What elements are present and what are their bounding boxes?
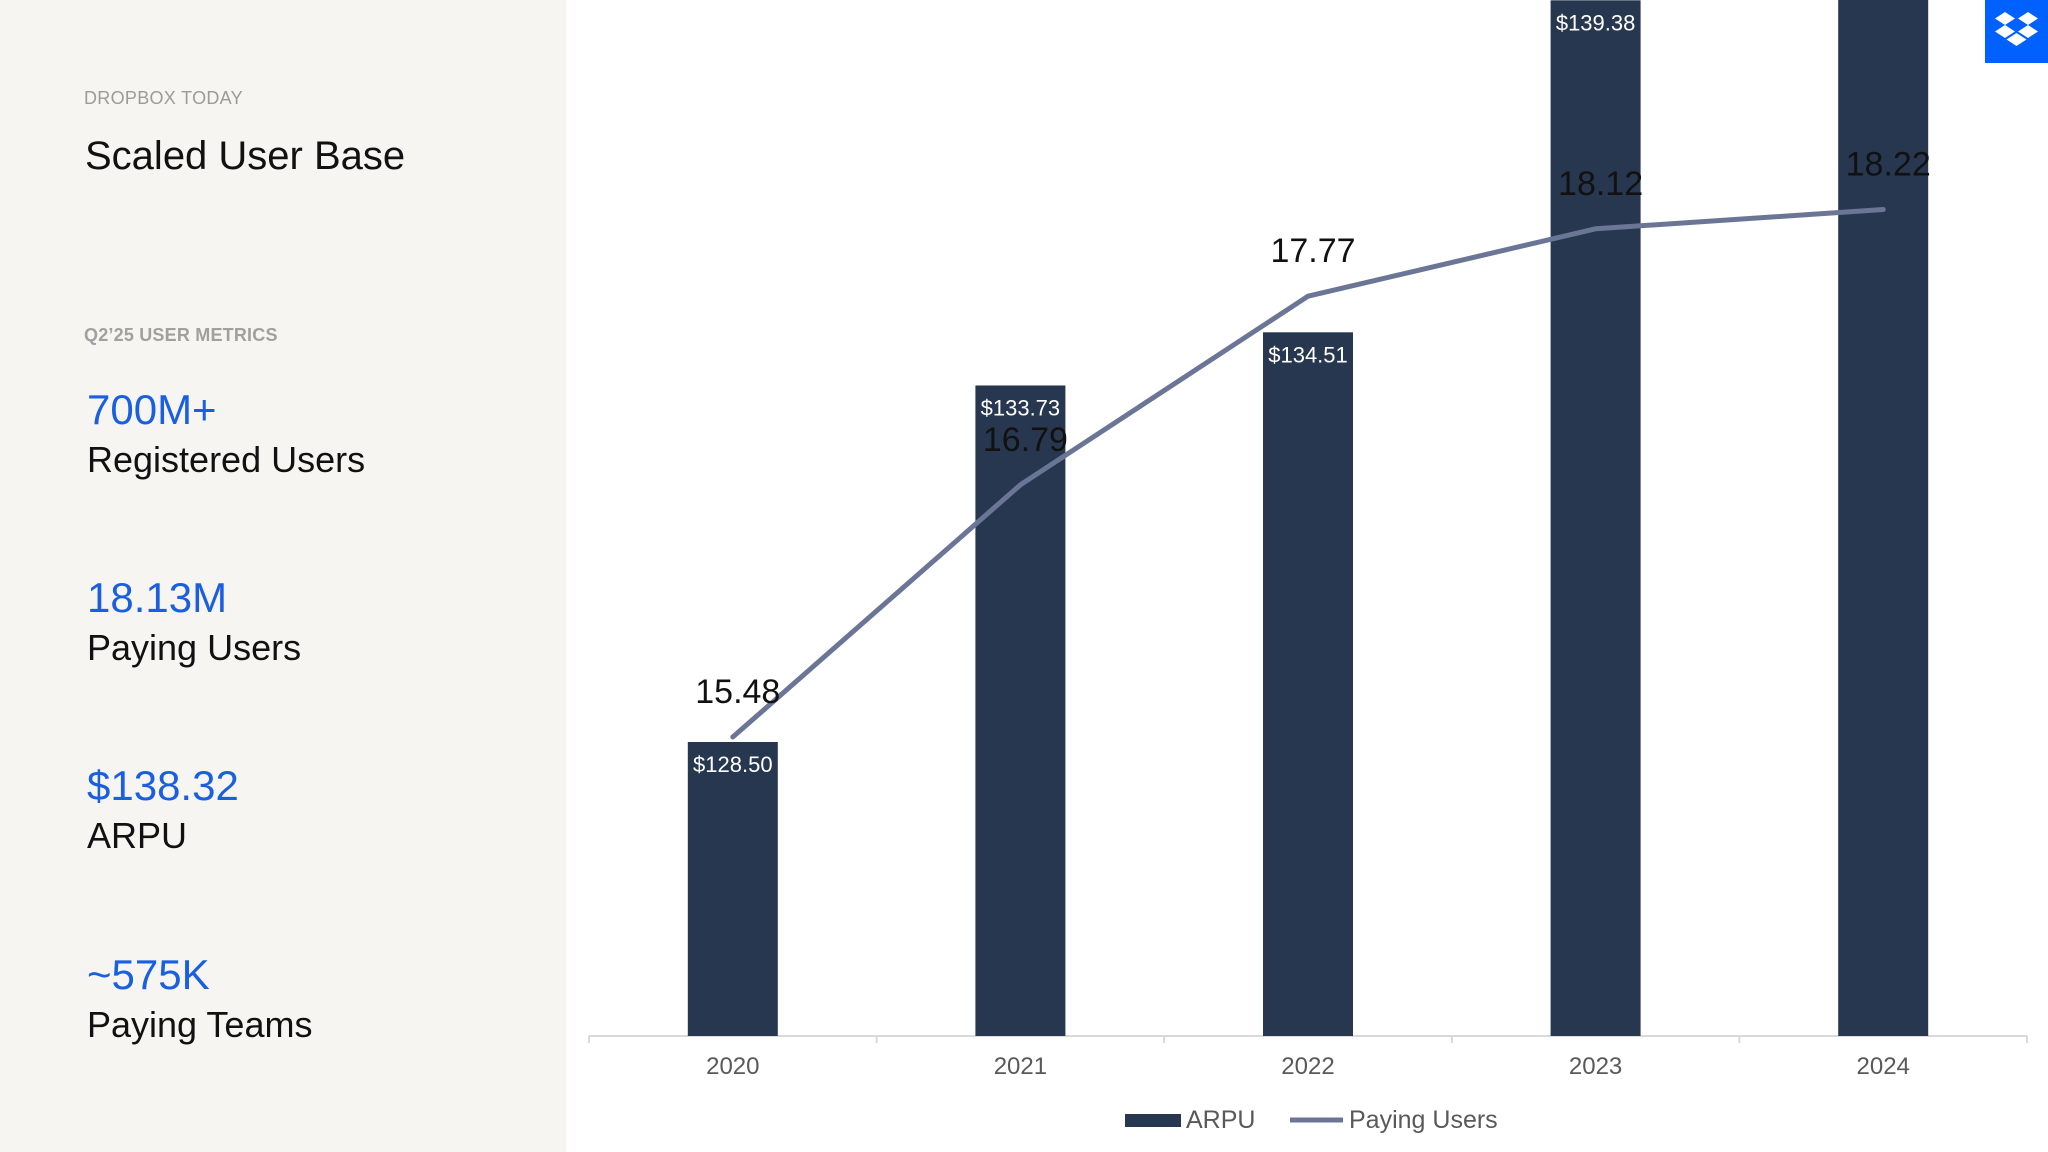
arpu-data-label: $133.73 bbox=[981, 395, 1061, 420]
metric-label: Paying Teams bbox=[87, 1004, 313, 1045]
metric-label: Paying Users bbox=[87, 627, 302, 668]
metric-label: ARPU bbox=[87, 815, 188, 856]
section-label: Q2’25 USER METRICS bbox=[84, 325, 278, 345]
arpu-data-label: $128.50 bbox=[693, 752, 773, 777]
legend-paying-users-label: Paying Users bbox=[1349, 1106, 1498, 1134]
metric-value: ~575K bbox=[87, 951, 210, 998]
legend-arpu-label: ARPU bbox=[1186, 1106, 1255, 1134]
paying-users-data-label: 18.12 bbox=[1558, 165, 1643, 203]
metric-paying-users: 18.13M Paying Users bbox=[87, 573, 301, 673]
x-tick-label: 2020 bbox=[706, 1053, 759, 1080]
eyebrow-text: DROPBOX TODAY bbox=[84, 88, 243, 108]
arpu-data-label: $134.51 bbox=[1268, 342, 1348, 367]
slide-title: Scaled User Base bbox=[85, 134, 406, 178]
dropbox-logo-icon bbox=[1985, 0, 2048, 63]
arpu-bar bbox=[687, 742, 778, 1036]
metric-label: Registered Users bbox=[87, 439, 366, 480]
metric-value: $138.32 bbox=[87, 762, 239, 809]
arpu-bar bbox=[1263, 332, 1353, 1036]
metric-value: 700M+ bbox=[87, 386, 217, 433]
x-tick-label: 2023 bbox=[1569, 1053, 1622, 1080]
arpu-bar bbox=[1550, 0, 1641, 1036]
arpu-data-label: $139.38 bbox=[1556, 10, 1636, 35]
arpu-bar bbox=[975, 385, 1066, 1036]
metric-value: 18.13M bbox=[87, 574, 228, 621]
x-tick-label: 2021 bbox=[994, 1053, 1047, 1080]
paying-users-data-label: 17.77 bbox=[1270, 232, 1355, 270]
metric-arpu: $138.32 ARPU bbox=[87, 761, 239, 861]
x-tick-label: 2022 bbox=[1281, 1053, 1334, 1080]
metric-registered-users: 700M+ Registered Users bbox=[87, 385, 365, 485]
legend-arpu-swatch bbox=[1125, 1114, 1181, 1127]
metrics-sidebar: DROPBOX TODAY Scaled User Base Q2’25 USE… bbox=[0, 0, 566, 1152]
paying-users-data-label: 16.79 bbox=[983, 421, 1068, 459]
arpu-bar bbox=[1838, 0, 1929, 1037]
paying-users-data-label: 15.48 bbox=[695, 673, 780, 711]
metric-paying-teams: ~575K Paying Teams bbox=[87, 950, 312, 1050]
paying-users-data-label: 18.22 bbox=[1846, 146, 1931, 184]
x-tick-label: 2024 bbox=[1857, 1053, 1910, 1080]
